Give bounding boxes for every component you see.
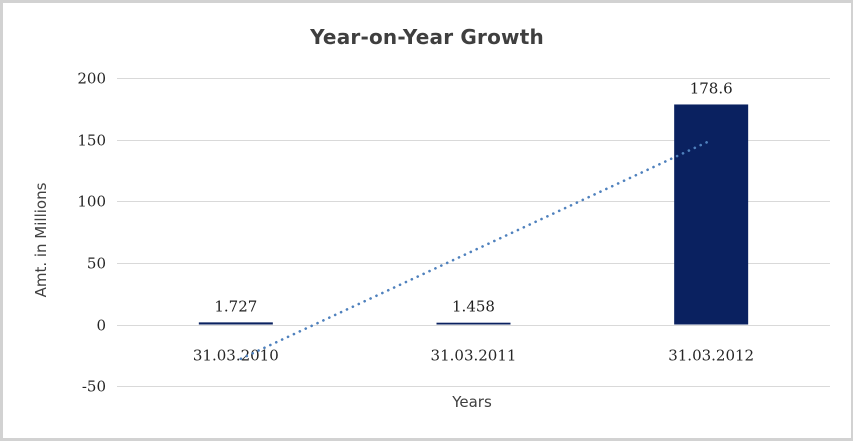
y-axis-title: Amt. in Millions	[32, 182, 50, 298]
x-axis-title: Years	[452, 393, 492, 411]
bar-value-label: 1.458	[452, 298, 495, 316]
bar[interactable]	[198, 322, 273, 325]
x-category-label: 31.03.2012	[668, 347, 754, 365]
bar[interactable]	[674, 104, 749, 325]
chart-title: Year-on-Year Growth	[310, 25, 544, 49]
y-tick-label: 150	[77, 132, 106, 150]
bar-value-label: 1.727	[214, 297, 257, 315]
bar[interactable]	[436, 322, 511, 325]
plot-area: 200 150 100 50 0 -50 1.727 31.03.2010 1.458 31.03…	[77, 70, 830, 396]
x-category-label: 31.03.2010	[193, 347, 279, 365]
y-tick-label: 200	[77, 70, 106, 88]
x-axis-title-row: Years	[3, 393, 851, 411]
bar-value-label: 178.6	[690, 79, 733, 97]
y-tick-label: 50	[87, 255, 106, 273]
y-tick-label: -50	[82, 378, 106, 396]
y-tick-label: 0	[96, 317, 106, 335]
trendline	[239, 139, 711, 361]
y-tick-label: 100	[77, 193, 106, 211]
x-category-label: 31.03.2011	[431, 347, 517, 365]
